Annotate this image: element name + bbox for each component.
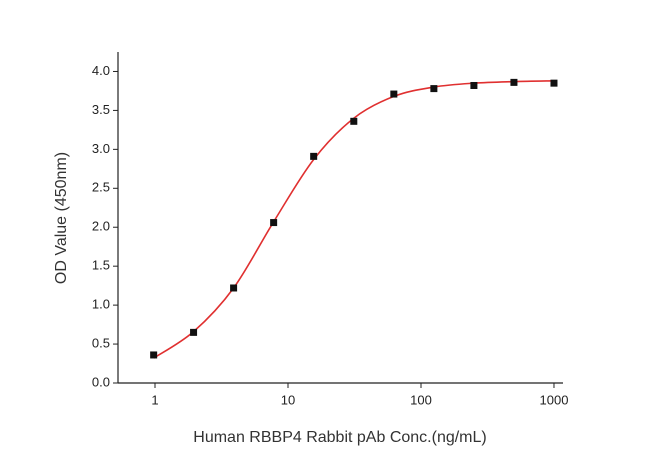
data-point [310,152,318,160]
data-point [470,81,478,89]
y-tick-label: 1.5 [92,258,110,273]
x-tick-label: 100 [410,392,432,407]
x-tick-label: 1 [151,392,158,407]
y-tick-label: 0.0 [92,374,110,389]
y-tick-label: 0.5 [92,335,110,350]
data-point [270,219,278,227]
data-point [350,117,358,125]
data-point [510,78,518,86]
x-tick-label: 1000 [540,392,569,407]
y-tick-label: 3.0 [92,141,110,156]
y-tick-label: 2.5 [92,180,110,195]
y-tick-label: 4.0 [92,63,110,78]
data-point [190,328,198,336]
x-axis-title: Human RBBP4 Rabbit pAb Conc.(ng/mL) [193,429,486,446]
data-point [390,90,398,98]
data-point [150,351,158,359]
y-tick-label: 2.0 [92,219,110,234]
data-point [550,79,558,87]
y-axis-title: OD Value (450nm) [53,152,70,284]
x-tick-label: 10 [281,392,295,407]
y-tick-label: 3.5 [92,102,110,117]
y-tick-label: 1.0 [92,297,110,312]
data-point [430,85,438,93]
data-point [230,284,238,292]
